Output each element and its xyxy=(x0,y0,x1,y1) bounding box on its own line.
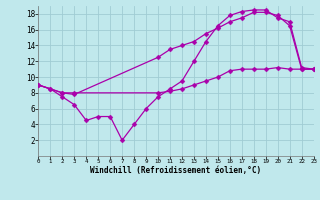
X-axis label: Windchill (Refroidissement éolien,°C): Windchill (Refroidissement éolien,°C) xyxy=(91,166,261,175)
